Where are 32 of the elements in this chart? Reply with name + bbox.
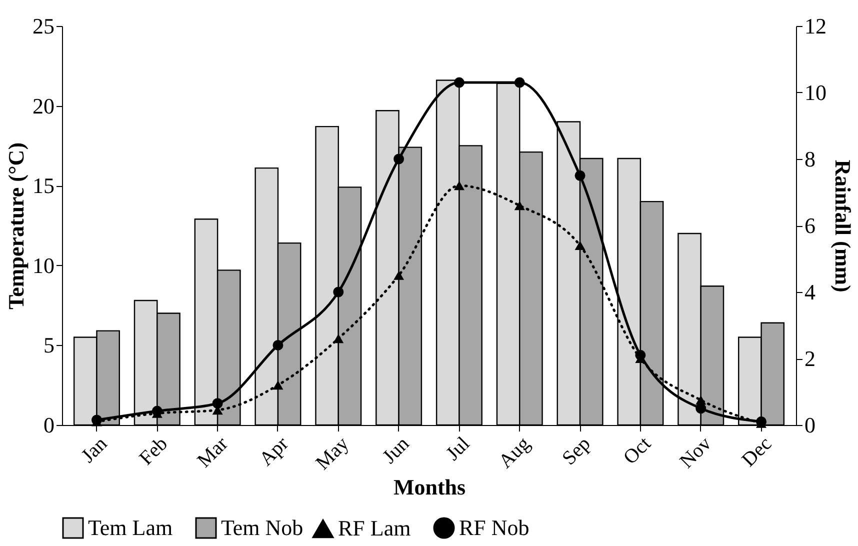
legend-label: RF Nob	[459, 515, 530, 540]
x-tick-label: Oct	[619, 432, 656, 469]
y2-tick-label: 0	[804, 412, 816, 438]
y-tick-label: 15	[32, 173, 54, 198]
x-tick-label: Jun	[378, 432, 414, 468]
y-tick-label: 10	[32, 252, 54, 278]
y-tick-label: 20	[32, 93, 54, 118]
x-tick-label: Sep	[558, 432, 595, 470]
y2-tick-label: 4	[804, 280, 816, 304]
x-tick-label: May	[312, 432, 354, 474]
y-axis-title: Temperature (°C)	[4, 142, 28, 310]
x-tick-label: Jan	[77, 432, 112, 468]
y2-axis-title: Rainfall (mm)	[830, 160, 856, 292]
x-tick-label: Aug	[494, 432, 534, 473]
x-tick-label: Dec	[738, 432, 776, 472]
x-tick-label: Mar	[193, 432, 233, 472]
x-tick-label: Nov	[676, 432, 716, 473]
y2-tick-label: 12	[804, 14, 826, 38]
legend-label: Tem Nob	[221, 515, 304, 540]
x-axis-title: Months	[393, 474, 466, 500]
y-tick-label: 0	[44, 412, 54, 438]
y-tick-label: 25	[32, 14, 54, 38]
x-tick-label: Feb	[135, 432, 172, 470]
y2-tick-label: 10	[804, 80, 826, 105]
legend-label: RF Lam	[338, 516, 411, 541]
y2-tick-label: 2	[804, 346, 816, 371]
y-tick-label: 5	[44, 332, 54, 358]
y2-tick-label: 8	[804, 146, 816, 172]
y2-tick-label: 6	[804, 213, 816, 238]
legend-label: Tem Lam	[88, 515, 173, 540]
x-tick-label: Apr	[255, 432, 294, 470]
x-tick-label: Jul	[442, 432, 474, 465]
